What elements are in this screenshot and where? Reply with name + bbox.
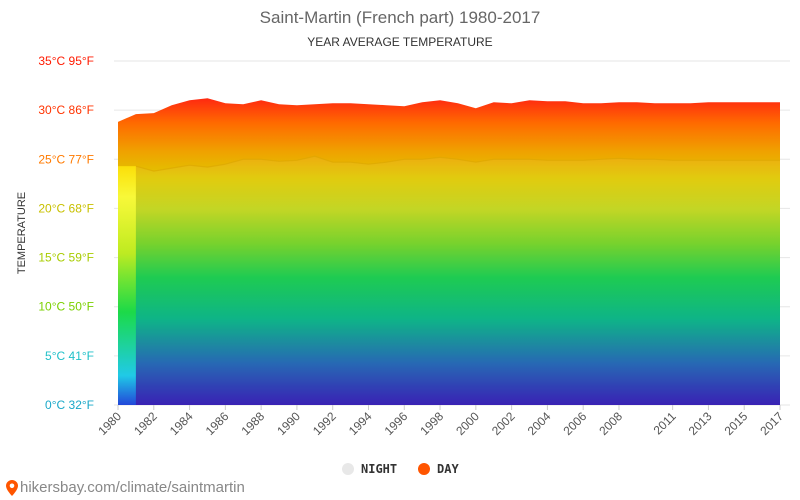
y-tick-label: 25°C 77°F bbox=[38, 152, 94, 166]
y-tick-label: 5°C 41°F bbox=[45, 349, 94, 363]
y-tick-label: 10°C 50°F bbox=[38, 300, 94, 314]
x-tick-label: 1994 bbox=[346, 409, 375, 438]
night-line bbox=[135, 155, 780, 172]
x-tick-label: 2002 bbox=[489, 409, 518, 438]
chart-title: Saint-Martin (French part) 1980-2017 bbox=[259, 8, 541, 27]
x-tick-label: 1986 bbox=[203, 409, 232, 438]
day-dot-icon bbox=[418, 463, 430, 475]
legend-night-label: NIGHT bbox=[361, 462, 398, 476]
x-tick-label: 1988 bbox=[238, 409, 267, 438]
y-tick-label: 35°C 95°F bbox=[38, 54, 94, 68]
chart-subtitle: YEAR AVERAGE TEMPERATURE bbox=[307, 35, 493, 49]
y-tick-label: 15°C 59°F bbox=[38, 251, 94, 265]
footer-link[interactable]: hikersbay.com/climate/saintmartin bbox=[6, 479, 245, 496]
x-tick-label: 1990 bbox=[274, 409, 303, 438]
footer-text: hikersbay.com/climate/saintmartin bbox=[20, 479, 245, 496]
x-tick-label: 1982 bbox=[131, 409, 160, 438]
x-tick-label: 2008 bbox=[596, 409, 625, 438]
night-area bbox=[135, 156, 780, 405]
y-tick-label: 30°C 86°F bbox=[38, 103, 94, 117]
legend-day[interactable]: DAY bbox=[418, 462, 459, 476]
legend-night[interactable]: NIGHT bbox=[342, 462, 397, 476]
y-tick-label: 0°C 32°F bbox=[45, 398, 94, 412]
x-tick-label: 1992 bbox=[310, 409, 339, 438]
day-area bbox=[118, 98, 780, 406]
area-layer bbox=[118, 98, 780, 406]
x-tick-label: 1984 bbox=[167, 409, 196, 438]
location-pin-icon bbox=[6, 479, 18, 496]
x-tick-label: 1980 bbox=[95, 409, 124, 438]
legend-day-label: DAY bbox=[437, 462, 459, 476]
x-tick-label: 2004 bbox=[525, 409, 554, 438]
first-year-band bbox=[118, 166, 136, 405]
x-tick-label: 2000 bbox=[453, 409, 482, 438]
x-tick-label: 1996 bbox=[382, 409, 411, 438]
x-tick-label: 2015 bbox=[722, 409, 751, 438]
y-axis-label: TEMPERATURE bbox=[16, 192, 28, 274]
y-tick-label: 20°C 68°F bbox=[38, 201, 94, 215]
x-tick-label: 2011 bbox=[651, 409, 679, 437]
x-tick-label: 2017 bbox=[757, 409, 786, 438]
x-tick-label: 2006 bbox=[561, 409, 590, 438]
x-tick-label: 1998 bbox=[417, 409, 446, 438]
x-tick-label: 2013 bbox=[686, 409, 715, 438]
night-dot-icon bbox=[342, 463, 354, 475]
